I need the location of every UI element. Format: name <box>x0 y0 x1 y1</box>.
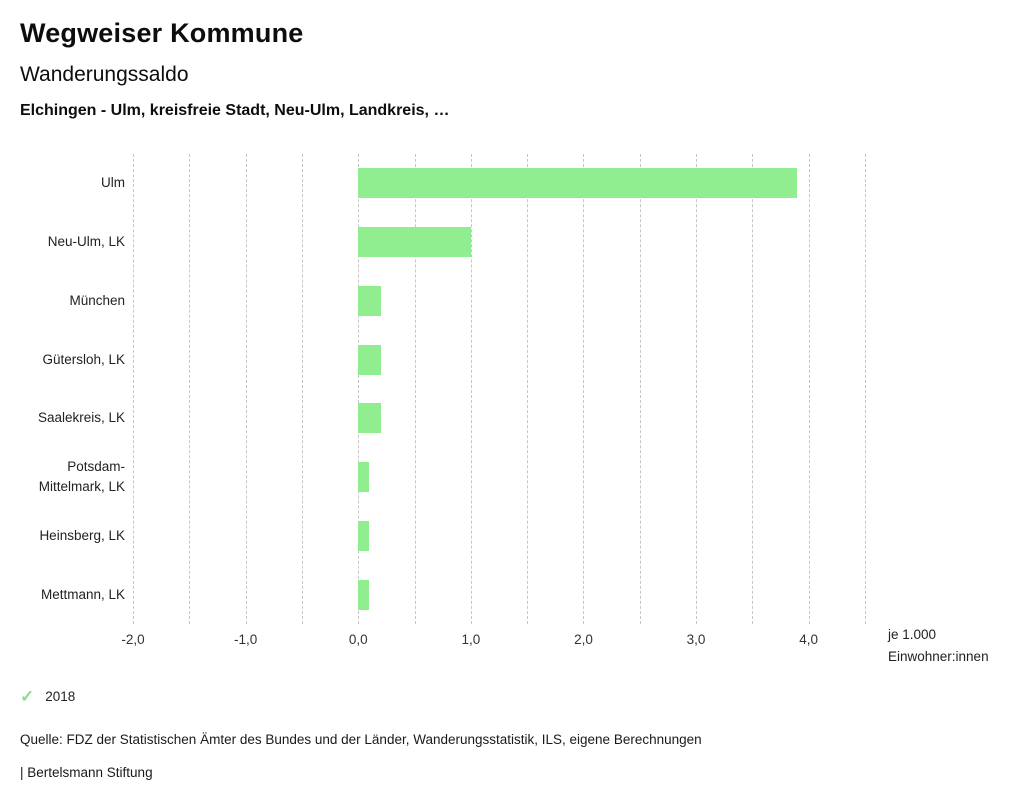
page-title: Wegweiser Kommune <box>20 18 304 48</box>
chart-title: Wanderungssaldo <box>20 63 189 86</box>
gridline <box>865 154 866 624</box>
gridline <box>245 154 247 624</box>
gridline <box>189 154 191 624</box>
gridline <box>133 154 134 624</box>
gridline <box>527 154 529 624</box>
x-axis-unit-label: je 1.000 Einwohner:innen <box>888 627 989 664</box>
x-tick-label: 0,0 <box>348 632 368 647</box>
gridline <box>358 154 360 624</box>
source-text: Quelle: FDZ der Statistischen Ämter des … <box>20 732 702 747</box>
category-label: Ulm <box>101 175 125 191</box>
bar-neu-ulm-lk[interactable] <box>358 227 471 258</box>
category-label: Mettmann, LK <box>40 586 125 602</box>
plot-area: -2,0 -1,0 0,0 1,0 2,0 3,0 4,0 <box>121 154 866 647</box>
gridline <box>414 154 416 624</box>
category-label: Potsdam-Mittelmark, LK <box>38 458 125 495</box>
x-tick-label: -1,0 <box>233 632 258 647</box>
legend-label: 2018 <box>45 689 76 704</box>
selection-title: Elchingen - Ulm, kreisfreie Stadt, Neu-U… <box>20 102 450 119</box>
category-label: Heinsberg, LK <box>39 527 125 543</box>
category-label: Saalekreis, LK <box>37 410 125 426</box>
bar-gütersloh-lk[interactable] <box>358 344 381 375</box>
check-icon: ✓ <box>20 687 35 706</box>
gridline <box>639 154 641 624</box>
x-tick-label: 2,0 <box>574 632 593 647</box>
x-tick-label: -2,0 <box>121 632 145 647</box>
bar-potsdam-mittelmark-lk[interactable] <box>358 462 370 493</box>
gridline <box>583 154 585 624</box>
bar-chart: Ulm Neu-Ulm, LK München Gütersloh, LK Saalek… <box>20 154 1004 674</box>
x-tick-label: 3,0 <box>686 632 706 647</box>
page: Wegweiser Kommune Wanderungssaldo Elchin… <box>20 18 1004 780</box>
gridline <box>470 154 472 624</box>
bar-mettmann-lk[interactable] <box>358 579 370 610</box>
gridline <box>301 154 303 624</box>
branding-text: | Bertelsmann Stiftung <box>20 765 153 780</box>
bar-münchen[interactable] <box>358 285 381 316</box>
x-tick-label: 4,0 <box>799 632 819 647</box>
bar-heinsberg-lk[interactable] <box>358 520 370 551</box>
gridline <box>696 154 698 624</box>
legend: ✓ 2018 <box>20 688 1004 705</box>
category-label: Neu-Ulm, LK <box>47 234 125 249</box>
gridline <box>808 154 810 624</box>
bar-saalekreis-lk[interactable] <box>358 403 381 434</box>
category-label: München <box>69 292 125 308</box>
gridline <box>752 154 754 624</box>
bar-ulm[interactable] <box>358 168 798 199</box>
category-labels: Ulm Neu-Ulm, LK München Gütersloh, LK Saalek… <box>20 154 125 624</box>
category-label: Gütersloh, LK <box>42 351 125 367</box>
x-tick-label: 1,0 <box>461 632 481 647</box>
